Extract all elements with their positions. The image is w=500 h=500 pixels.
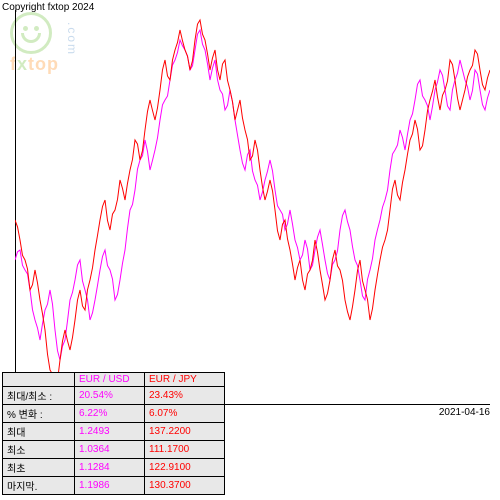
table-row: 최대1.2493137.2200 [3, 423, 225, 441]
header-blank [3, 373, 75, 387]
header-series2: EUR / JPY [145, 373, 225, 387]
x-end-label: 2021-04-16 [439, 407, 490, 418]
table-row: 마지막.1.1986130.3700 [3, 477, 225, 495]
header-series1: EUR / USD [75, 373, 145, 387]
table-row: 최소1.0364111.1700 [3, 441, 225, 459]
table-row: % 변화 :6.22%6.07% [3, 405, 225, 423]
stats-table: EUR / USD EUR / JPY 최대/최소 :20.54%23.43% … [2, 372, 225, 495]
chart-lines [15, 10, 490, 405]
table-row: 최초1.1284122.9100 [3, 459, 225, 477]
line-chart: 2016-04-16 2021-04-16 [15, 10, 490, 405]
table-header-row: EUR / USD EUR / JPY [3, 373, 225, 387]
table-row: 최대/최소 :20.54%23.43% [3, 387, 225, 405]
